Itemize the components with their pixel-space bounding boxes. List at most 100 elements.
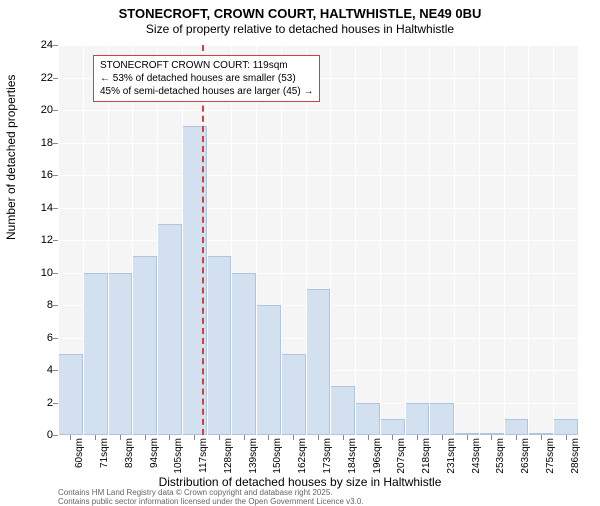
gridline-v	[182, 45, 183, 435]
x-tick-label: 243sqm	[471, 438, 482, 483]
x-tick	[442, 435, 443, 440]
histogram-bar	[355, 403, 380, 436]
x-tick	[392, 435, 393, 440]
x-tick-label: 196sqm	[372, 438, 383, 483]
annotation-box: STONECROFT CROWN COURT: 119sqm← 53% of d…	[93, 55, 320, 102]
annotation-line2: ← 53% of detached houses are smaller (53…	[100, 72, 313, 85]
histogram-bar	[330, 386, 355, 435]
x-tick-label: 184sqm	[347, 438, 358, 483]
footer-copyright-1: Contains HM Land Registry data © Crown c…	[58, 488, 333, 497]
histogram-bar	[207, 256, 232, 435]
histogram-bar	[281, 354, 306, 435]
histogram-bar	[504, 419, 529, 435]
y-tick	[53, 110, 58, 111]
y-tick	[53, 175, 58, 176]
gridline-v	[83, 45, 84, 435]
gridline-v	[504, 45, 505, 435]
x-tick-label: 207sqm	[396, 438, 407, 483]
x-tick-label: 286sqm	[570, 438, 581, 483]
y-tick-label: 24	[28, 39, 53, 51]
annotation-line3: 45% of semi-detached houses are larger (…	[100, 85, 313, 98]
gridline-v	[429, 45, 430, 435]
y-tick	[53, 403, 58, 404]
x-tick-label: 173sqm	[322, 438, 333, 483]
y-tick-label: 18	[28, 137, 53, 149]
y-tick-label: 12	[28, 234, 53, 246]
gridline-v	[231, 45, 232, 435]
y-tick	[53, 78, 58, 79]
footer-copyright-2: Contains public sector information licen…	[58, 497, 364, 506]
x-tick	[120, 435, 121, 440]
gridline-v	[405, 45, 406, 435]
x-tick	[95, 435, 96, 440]
gridline-v	[380, 45, 381, 435]
gridline-v	[454, 45, 455, 435]
plot-area	[58, 45, 578, 435]
x-tick-label: 94sqm	[149, 438, 160, 483]
x-tick	[368, 435, 369, 440]
gridline-v	[553, 45, 554, 435]
x-tick	[516, 435, 517, 440]
gridline-v	[108, 45, 109, 435]
x-tick	[541, 435, 542, 440]
histogram-bar	[83, 273, 108, 436]
y-tick-label: 4	[28, 364, 53, 376]
y-tick	[53, 143, 58, 144]
x-tick-label: 253sqm	[495, 438, 506, 483]
y-tick	[53, 208, 58, 209]
x-tick	[219, 435, 220, 440]
gridline-h	[58, 240, 578, 241]
x-tick-label: 71sqm	[99, 438, 110, 483]
gridline-v	[479, 45, 480, 435]
gridline-v	[157, 45, 158, 435]
gridline-v	[306, 45, 307, 435]
x-tick-label: 275sqm	[545, 438, 556, 483]
x-tick	[491, 435, 492, 440]
x-tick	[70, 435, 71, 440]
y-tick-label: 8	[28, 299, 53, 311]
gridline-v	[132, 45, 133, 435]
gridline-v	[355, 45, 356, 435]
gridline-v	[578, 45, 579, 435]
x-tick-label: 162sqm	[297, 438, 308, 483]
y-tick-label: 14	[28, 202, 53, 214]
histogram-bar	[380, 419, 405, 435]
x-tick	[343, 435, 344, 440]
x-tick-label: 218sqm	[421, 438, 432, 483]
x-tick	[566, 435, 567, 440]
histogram-bar	[132, 256, 157, 435]
y-tick	[53, 273, 58, 274]
y-tick	[53, 305, 58, 306]
x-tick-label: 139sqm	[248, 438, 259, 483]
gridline-h	[58, 45, 578, 46]
histogram-bar	[108, 273, 133, 436]
x-tick-label: 231sqm	[446, 438, 457, 483]
x-tick	[293, 435, 294, 440]
y-tick	[53, 45, 58, 46]
y-tick-label: 10	[28, 267, 53, 279]
y-tick-label: 16	[28, 169, 53, 181]
y-tick	[53, 338, 58, 339]
histogram-bar	[553, 419, 578, 435]
chart-container: STONECROFT, CROWN COURT, HALTWHISTLE, NE…	[0, 0, 600, 500]
gridline-h	[58, 110, 578, 111]
y-tick-label: 20	[28, 104, 53, 116]
x-tick-label: 60sqm	[74, 438, 85, 483]
x-tick-label: 128sqm	[223, 438, 234, 483]
gridline-h	[58, 175, 578, 176]
chart-subtitle: Size of property relative to detached ho…	[0, 22, 600, 36]
gridline-v	[330, 45, 331, 435]
gridline-h	[58, 208, 578, 209]
x-tick	[145, 435, 146, 440]
gridline-h	[58, 143, 578, 144]
gridline-v	[207, 45, 208, 435]
histogram-bar	[157, 224, 182, 435]
histogram-bar	[256, 305, 281, 435]
x-tick	[417, 435, 418, 440]
x-tick	[194, 435, 195, 440]
y-tick-label: 6	[28, 332, 53, 344]
x-tick	[467, 435, 468, 440]
y-tick-label: 0	[28, 429, 53, 441]
y-tick-label: 2	[28, 397, 53, 409]
histogram-bar	[231, 273, 256, 436]
